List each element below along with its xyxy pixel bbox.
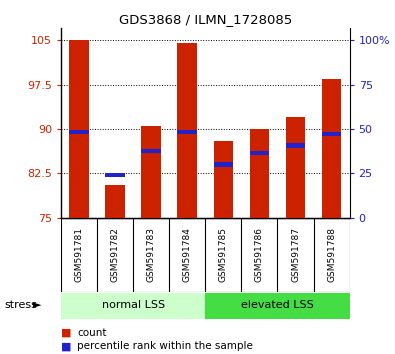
- Text: GSM591787: GSM591787: [291, 227, 300, 282]
- Title: GDS3868 / ILMN_1728085: GDS3868 / ILMN_1728085: [119, 13, 292, 26]
- Text: GSM591786: GSM591786: [255, 227, 264, 282]
- Bar: [250, 129, 269, 218]
- Text: ■: ■: [61, 328, 72, 338]
- Text: count: count: [77, 328, 107, 338]
- Bar: [141, 126, 161, 218]
- Text: ■: ■: [61, 341, 72, 351]
- Bar: [250, 150, 269, 155]
- Bar: [70, 40, 89, 218]
- Bar: [105, 185, 125, 218]
- Bar: [141, 149, 161, 154]
- Text: GSM591785: GSM591785: [219, 227, 228, 282]
- Bar: [286, 143, 305, 148]
- Bar: [177, 130, 197, 134]
- Bar: [105, 173, 125, 177]
- Text: elevated LSS: elevated LSS: [241, 300, 314, 310]
- Text: percentile rank within the sample: percentile rank within the sample: [77, 341, 253, 351]
- Bar: [177, 43, 197, 218]
- Text: GSM591788: GSM591788: [327, 227, 336, 282]
- Bar: [286, 117, 305, 218]
- Text: stress: stress: [4, 300, 37, 310]
- Bar: [214, 141, 233, 218]
- Bar: [214, 162, 233, 166]
- Bar: [205, 292, 350, 318]
- Bar: [322, 132, 341, 136]
- Text: GSM591784: GSM591784: [183, 227, 192, 282]
- Text: ►: ►: [32, 300, 41, 310]
- Text: GSM591782: GSM591782: [111, 227, 120, 282]
- Bar: [61, 292, 205, 318]
- Bar: [70, 130, 89, 134]
- Text: GSM591783: GSM591783: [147, 227, 156, 282]
- Bar: [322, 79, 341, 218]
- Text: normal LSS: normal LSS: [102, 300, 165, 310]
- Text: GSM591781: GSM591781: [75, 227, 84, 282]
